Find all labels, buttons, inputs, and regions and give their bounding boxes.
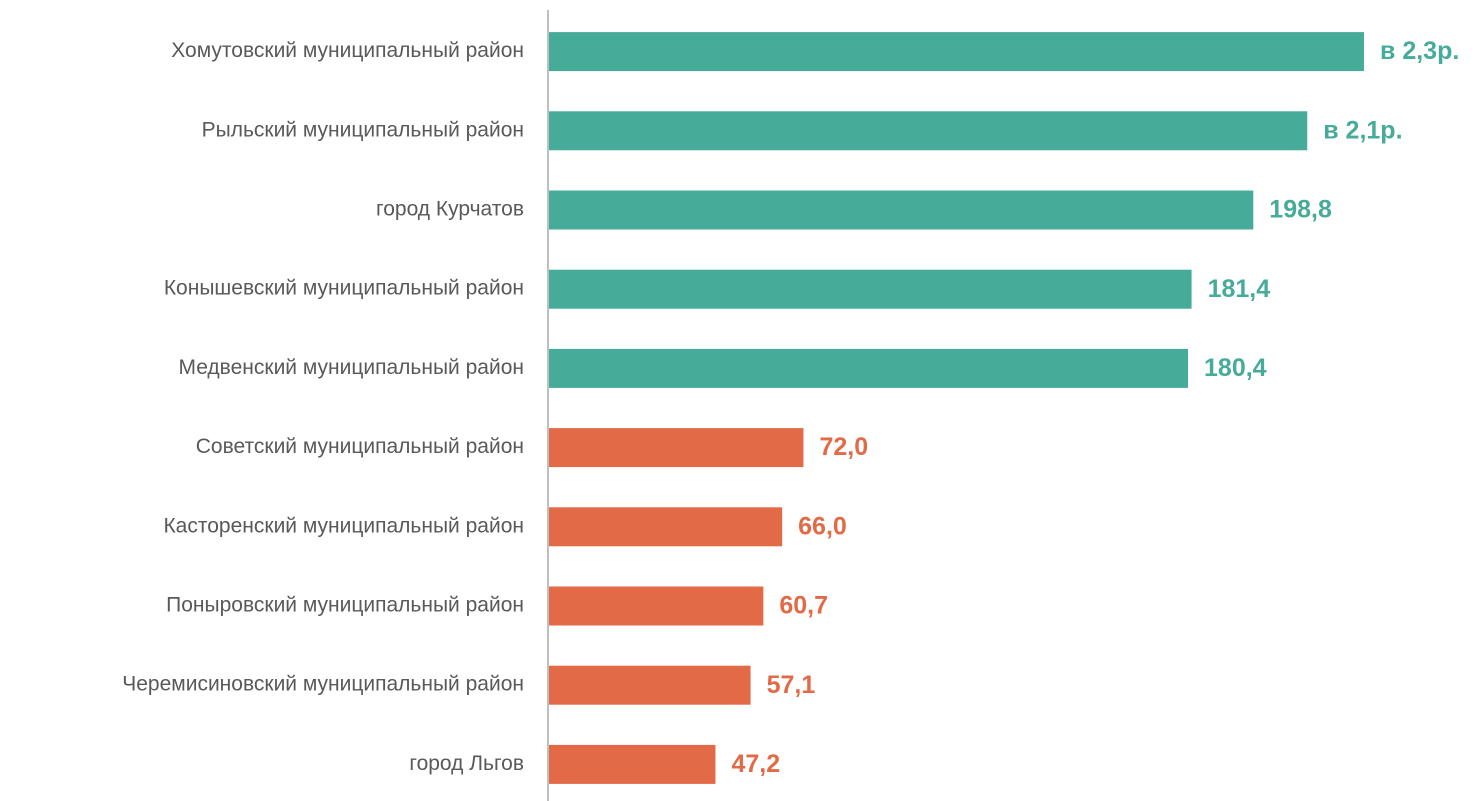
bar [549, 744, 716, 784]
category-label: Хомутовский муниципальный район [171, 39, 524, 62]
value-label: в 2,1р. [1323, 116, 1402, 144]
value-label: 57,1 [767, 671, 816, 699]
bar [549, 111, 1308, 151]
category-label: Рыльский муниципальный район [202, 118, 524, 141]
value-label: 198,8 [1269, 196, 1332, 224]
bar [549, 32, 1364, 72]
category-label: Поныровский муниципальный район [166, 594, 524, 617]
value-label: в 2,3р. [1380, 37, 1459, 65]
category-label: Советский муниципальный район [196, 435, 524, 458]
value-label: 47,2 [731, 750, 780, 778]
bar [549, 190, 1254, 230]
value-label: 181,4 [1208, 275, 1271, 303]
category-label: Конышевский муниципальный район [164, 277, 524, 300]
value-label: 66,0 [798, 512, 847, 540]
bar [549, 665, 751, 705]
category-label: город Курчатов [376, 198, 524, 221]
value-label: 180,4 [1204, 354, 1267, 382]
category-label: Медвенский муниципальный район [178, 356, 524, 379]
bar [549, 586, 764, 626]
value-label: 60,7 [779, 592, 828, 620]
category-label: Черемисиновский муниципальный район [122, 673, 524, 696]
bar [549, 507, 783, 547]
category-label: Касторенский муниципальный район [163, 514, 524, 537]
bar [549, 428, 804, 468]
bar [549, 348, 1189, 388]
bar [549, 269, 1192, 309]
value-label: 72,0 [819, 433, 868, 461]
category-label: город Льгов [409, 752, 524, 775]
